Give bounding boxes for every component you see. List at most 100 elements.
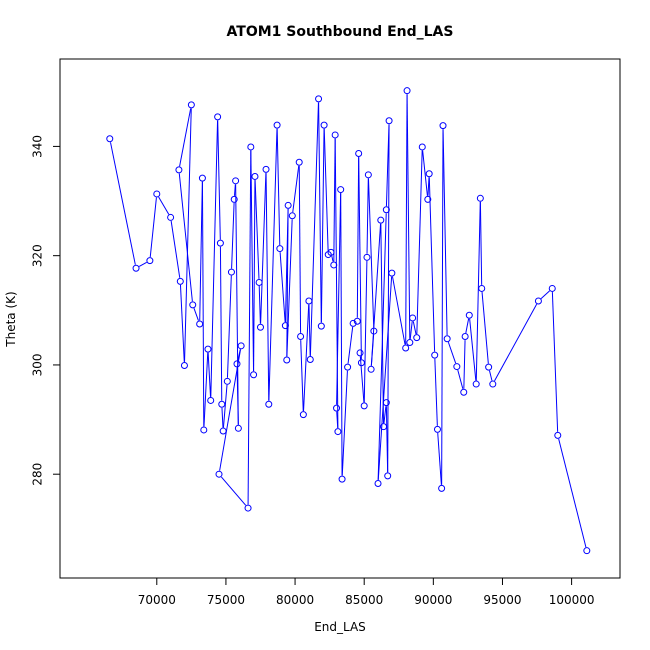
- data-point-23: [234, 424, 242, 432]
- series-segment-72: [385, 124, 390, 207]
- series-segment-92: [469, 318, 477, 381]
- data-point-20: [227, 268, 235, 276]
- series-segment-32: [260, 172, 267, 324]
- series-segment-14: [210, 120, 219, 397]
- data-point-40: [288, 212, 296, 220]
- series-segment-62: [359, 356, 365, 403]
- data-point-61: [357, 359, 365, 367]
- series-segment-33: [265, 172, 270, 401]
- data-point-19: [223, 377, 231, 385]
- series-segment-46: [318, 102, 322, 323]
- series-segment-47: [320, 128, 325, 323]
- series-segment-20: [231, 202, 235, 269]
- y-axis: 280 300 320 340: [31, 135, 60, 486]
- data-point-59: [353, 317, 361, 325]
- data-point-67: [367, 365, 375, 373]
- x-axis: 70000 75000 80000 85000 90000 95000 100000: [138, 578, 595, 607]
- series-segment-80: [416, 150, 423, 335]
- data-point-6: [180, 361, 188, 369]
- series-segment-23: [236, 367, 239, 425]
- data-point-83: [425, 170, 433, 178]
- series-segment-1: [138, 261, 147, 267]
- data-point-53: [334, 428, 342, 436]
- data-point-86: [438, 484, 446, 492]
- series-segment-38: [286, 209, 289, 357]
- data-point-31: [255, 278, 263, 286]
- data-point-70: [382, 399, 390, 407]
- data-point-74: [374, 479, 382, 487]
- series-segment-15: [217, 120, 221, 240]
- series-segment-85: [437, 432, 442, 485]
- data-point-43: [299, 411, 307, 419]
- data-point-90: [460, 388, 468, 396]
- series-segment-25: [219, 349, 242, 471]
- data-point-1: [132, 264, 140, 272]
- data-point-9: [189, 301, 197, 309]
- data-point-56: [338, 475, 346, 483]
- series-segment-83: [428, 177, 436, 352]
- x-tick-label-3: 85000: [345, 593, 383, 607]
- series-segment-8: [178, 173, 193, 302]
- data-point-84: [431, 351, 439, 359]
- y-tick-label-3: 340: [31, 135, 45, 158]
- series-segment-63: [363, 260, 368, 403]
- data-point-36: [276, 245, 284, 253]
- data-point-52: [331, 131, 339, 139]
- data-point-3: [153, 190, 161, 198]
- series-segment-6: [184, 108, 192, 362]
- series-segment-48: [323, 128, 329, 251]
- data-point-38: [284, 201, 292, 209]
- data-point-64: [363, 253, 371, 261]
- data-point-16: [216, 239, 224, 247]
- series-segment-65: [367, 178, 375, 328]
- series-segment-16: [219, 246, 223, 401]
- series-segment-100: [558, 438, 587, 548]
- chart-title: ATOM1 Southbound End_LAS: [227, 24, 454, 40]
- series-segment-91: [465, 318, 470, 334]
- series-segment-75: [392, 276, 406, 345]
- data-point-17: [218, 400, 226, 408]
- series-segment-54: [336, 193, 342, 405]
- series-segment-50: [331, 255, 334, 262]
- data-point-41: [295, 158, 303, 166]
- series-segment-73: [377, 213, 387, 480]
- series-segment-41: [298, 165, 302, 333]
- data-point-42: [297, 333, 305, 341]
- series-segment-53: [336, 411, 339, 429]
- data-point-82: [424, 195, 432, 203]
- series-segment-35: [276, 128, 281, 245]
- series-segment-94: [479, 201, 483, 285]
- series-segment-27: [247, 150, 252, 505]
- data-point-8: [175, 166, 183, 174]
- y-tick-label-2: 320: [31, 244, 45, 267]
- data-point-62: [356, 349, 364, 357]
- data-point-45: [306, 355, 314, 363]
- data-point-94: [476, 194, 484, 202]
- data-point-75: [388, 269, 396, 277]
- series-segment-34: [268, 128, 278, 401]
- data-point-78: [406, 339, 414, 347]
- series-segment-36: [279, 252, 286, 323]
- series-segment-79: [412, 321, 417, 335]
- data-point-10: [196, 320, 204, 328]
- data-point-73: [382, 206, 390, 214]
- series-segment-5: [179, 284, 185, 362]
- data-point-44: [305, 297, 313, 305]
- data-point-60: [355, 150, 363, 158]
- series-segment-29: [253, 180, 256, 372]
- series-segment-98: [540, 290, 550, 299]
- data-point-51: [330, 261, 338, 269]
- series-segment-13: [207, 352, 212, 397]
- data-point-2: [146, 257, 154, 265]
- series-segment-28: [250, 150, 255, 372]
- data-point-14: [207, 396, 215, 404]
- data-point-18: [219, 427, 227, 435]
- data-point-55: [337, 186, 345, 194]
- series-segment-19: [226, 275, 232, 378]
- data-point-66: [370, 327, 378, 335]
- series-segment-57: [347, 326, 354, 364]
- series-segment-60: [358, 157, 362, 360]
- series-segment-82: [427, 177, 430, 196]
- x-tick-label-1: 75000: [207, 593, 245, 607]
